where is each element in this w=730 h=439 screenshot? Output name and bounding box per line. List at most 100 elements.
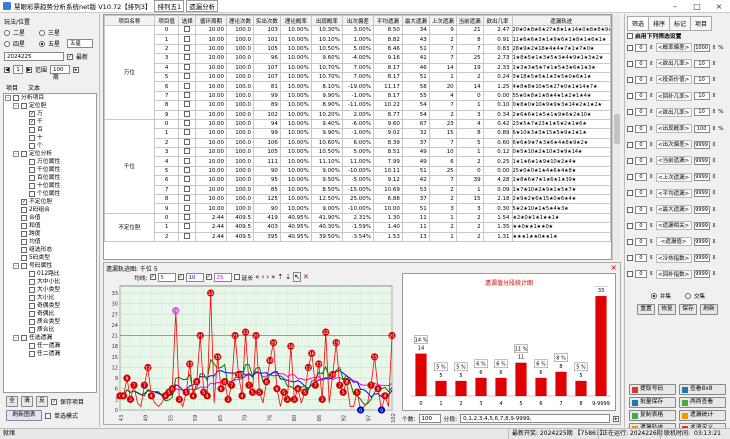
table-row[interactable]: 万位 0 10.00 100.0 103 10.00% 10.30% 3.00% 8.50 34 9… — [104, 24, 611, 120]
table-row[interactable]: 2 2.44 409.5 395 40.95% 39.50% -3.54% 1.53 13 1 2 1… — [105, 231, 611, 243]
tree-item[interactable]: ✓ 千 — [4, 118, 96, 126]
filter-min-input[interactable]: 0 — [635, 108, 647, 117]
filter-min-input[interactable]: 0 — [635, 270, 647, 279]
miss-point[interactable]: 3 — [283, 395, 291, 403]
table-row[interactable]: 千位 0 10.00 100.0 94 10.00% 9.40% -6.00% 9.60 67 23… — [104, 118, 611, 214]
select-cell[interactable] — [178, 203, 197, 214]
table-row[interactable]: 4 10.00 100.0 111 10.00% 11.10% 11.00% 7.99 49 6 2… — [105, 156, 611, 167]
ma25-select[interactable]: 25 — [213, 272, 232, 282]
ma25-checkbox[interactable]: ✓ — [205, 274, 212, 280]
tree-checkbox[interactable] — [29, 311, 35, 317]
tree-item[interactable]: 万位属性 — [4, 158, 96, 166]
filter-min-input[interactable]: 0 — [635, 205, 647, 214]
tree-checkbox[interactable] — [29, 167, 35, 173]
tree-checkbox[interactable] — [21, 239, 27, 245]
tree-item[interactable]: 大小类型 — [4, 286, 96, 294]
table-row[interactable]: 2 10.00 100.0 105 10.00% 10.50% 5.00% 8.46 51 7 7 0… — [105, 43, 611, 55]
filter-min-input[interactable]: 0 — [635, 43, 647, 52]
select-cell[interactable] — [178, 231, 197, 243]
tree-checkbox[interactable] — [29, 143, 35, 149]
cross-icon[interactable]: ✕ — [303, 273, 309, 281]
right-tab[interactable]: 排序 — [648, 16, 671, 31]
filter-max-input[interactable]: 9999 — [693, 254, 710, 263]
miss-point[interactable]: 5 — [301, 388, 309, 396]
filter-max-input[interactable]: 10 — [693, 75, 710, 84]
miss-point[interactable]: 7 — [227, 381, 236, 389]
column-header[interactable]: 上次遗漏 — [428, 15, 457, 26]
column-header[interactable]: 最大遗漏 — [401, 15, 430, 26]
tree-checkbox[interactable]: ✓ — [29, 111, 35, 117]
column-header[interactable]: 欲出几率 — [482, 15, 513, 26]
ma5-select[interactable]: 5 — [157, 272, 176, 282]
filter-checkbox[interactable] — [627, 93, 633, 100]
miss-point[interactable]: 3 — [175, 395, 183, 403]
filter-checkbox[interactable] — [627, 76, 633, 83]
filter-max-input[interactable]: 9999 — [693, 270, 710, 279]
table-row[interactable]: 7 10.00 100.0 99 10.00% 9.90% -1.00% 8.17 55 4 0 0.… — [105, 90, 611, 102]
select-cell[interactable] — [178, 194, 197, 205]
table-row[interactable]: 1 10.00 100.0 101 10.00% 10.10% 1.00% 8.82 43 2 8 0… — [105, 34, 611, 45]
column-header[interactable]: 出现概率 — [310, 15, 343, 26]
scroll-thumb[interactable] — [614, 114, 620, 144]
tab-items[interactable]: 项目 — [6, 85, 19, 92]
column-header[interactable]: 实出次数 — [252, 15, 281, 26]
collapse-icon[interactable]: - — [13, 335, 19, 341]
tree-item[interactable]: 千位属性 — [4, 166, 96, 174]
filter-min-input[interactable]: 0 — [635, 173, 647, 182]
spin-icon[interactable]: ⇕ — [649, 60, 654, 67]
tree-item[interactable]: 任一遗漏 — [4, 342, 96, 350]
row-checkbox[interactable] — [184, 73, 191, 80]
tree-checkbox[interactable] — [21, 263, 27, 269]
filter-action-button[interactable]: 重置 — [637, 304, 655, 315]
filter-label[interactable]: <上次遗漏> — [655, 172, 692, 182]
column-header[interactable]: 项目名称 — [104, 15, 155, 26]
clear-button[interactable]: 清 — [21, 396, 33, 407]
filter-min-input[interactable]: 0 — [635, 237, 647, 246]
miss-point[interactable]: 7 — [245, 381, 253, 389]
tree-item[interactable]: 奇偶比 — [4, 310, 96, 318]
filter-action-button[interactable]: 恢复 — [658, 304, 676, 315]
miss-point[interactable]: 5 — [353, 388, 361, 396]
action-button[interactable]: 提取号码 — [629, 384, 676, 395]
filter-min-input[interactable]: 0 — [635, 59, 647, 68]
ma10-select[interactable]: 10 — [185, 272, 204, 282]
filter-checkbox[interactable] — [627, 271, 633, 278]
tree-item[interactable]: - 定位胆 — [4, 102, 96, 110]
collapse-icon[interactable]: - — [13, 103, 19, 109]
miss-point[interactable]: 4 — [203, 392, 211, 400]
miss-point[interactable]: 8 — [343, 378, 351, 385]
tree-item[interactable]: 百位属性 — [4, 174, 96, 182]
tree-item[interactable]: 奇偶类型 — [4, 302, 96, 310]
spin-icon[interactable]: ⇕ — [711, 190, 717, 197]
miss-point[interactable]: 12 — [144, 363, 152, 371]
column-header[interactable]: 理论次数 — [226, 15, 254, 26]
spin-icon[interactable]: ⇕ — [711, 174, 717, 181]
table-row[interactable]: 5 10.00 100.0 107 10.00% 10.70% 7.00% 8.17 51 1 2 0… — [105, 71, 611, 83]
select-cell[interactable] — [178, 156, 197, 167]
action-button[interactable]: 遗漏统计 — [679, 410, 726, 421]
spin-icon[interactable]: ⇕ — [649, 174, 654, 181]
tree-item[interactable]: - 任选遗漏 — [4, 334, 96, 342]
spin-icon[interactable]: ⇕ — [711, 109, 717, 116]
tree-checkbox[interactable] — [29, 159, 35, 165]
filter-action-button[interactable]: 保存 — [679, 304, 697, 315]
mode-select[interactable]: 五星 — [67, 39, 94, 48]
select-cell[interactable] — [178, 62, 197, 73]
select-cell[interactable] — [178, 100, 197, 111]
select-cell[interactable] — [178, 109, 197, 120]
select-cell[interactable] — [178, 118, 197, 130]
spin-icon[interactable]: ⇕ — [649, 93, 654, 100]
filter-checkbox[interactable] — [627, 190, 633, 197]
maximize-icon[interactable]: □ — [693, 1, 701, 11]
radio-two-star[interactable] — [4, 29, 10, 36]
tree-item[interactable]: 跨度 — [4, 230, 96, 238]
select-cell[interactable] — [178, 34, 197, 45]
spin-icon[interactable]: ⇕ — [711, 206, 717, 213]
collapse-icon[interactable]: - — [13, 263, 19, 269]
column-header[interactable]: 循环周期 — [195, 15, 228, 26]
tree-item[interactable]: 组选形态 — [4, 246, 96, 254]
filter-label[interactable]: <欲出几率> — [655, 59, 692, 69]
right-tab[interactable]: 项目 — [690, 16, 713, 31]
filter-label[interactable]: <冷热指数> — [655, 253, 692, 263]
column-header[interactable]: 出次偏差 — [341, 15, 374, 26]
